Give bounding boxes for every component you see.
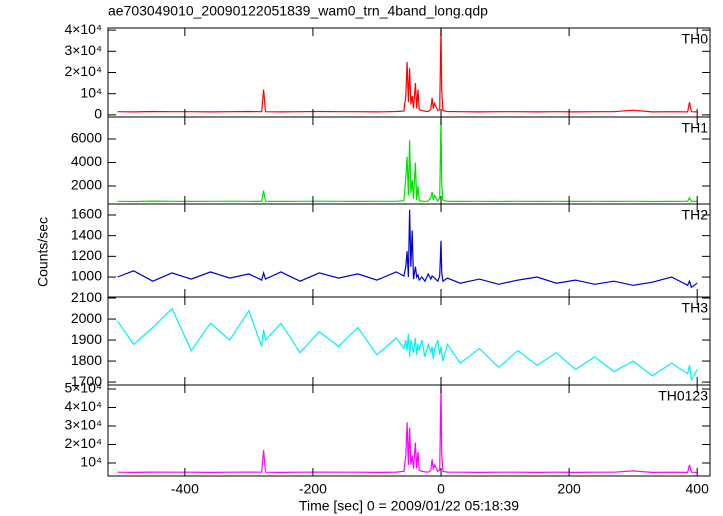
x-axis-label: Time [sec] 0 = 2009/01/22 05:18:39 xyxy=(299,498,519,514)
panel-label: TH3 xyxy=(682,300,709,316)
y-tick-label: 1600 xyxy=(71,206,102,222)
y-tick-label: 4×10⁴ xyxy=(64,21,102,37)
panel-label: TH2 xyxy=(682,207,709,223)
series-line xyxy=(117,117,698,203)
panel-label: TH0 xyxy=(682,31,709,47)
x-tick-label: 0 xyxy=(437,481,445,497)
y-tick-label: 1800 xyxy=(71,352,102,368)
y-tick-label: 1000 xyxy=(71,268,102,284)
y-axis-label: Counts/sec xyxy=(35,217,51,287)
y-tick-label: 2×10⁴ xyxy=(64,63,102,79)
y-tick-label: 2×10⁴ xyxy=(64,435,102,451)
y-tick-label: 1700 xyxy=(71,373,102,389)
y-tick-label: 3×10⁴ xyxy=(64,42,102,58)
y-tick-label: 3×10⁴ xyxy=(64,417,102,433)
y-tick-label: 6000 xyxy=(71,130,102,146)
y-tick-label: 0 xyxy=(94,106,102,122)
x-tick-label: 400 xyxy=(686,481,710,497)
y-tick-label: 1200 xyxy=(71,247,102,263)
y-tick-label: 1400 xyxy=(71,226,102,242)
series-line xyxy=(117,28,698,113)
y-tick-label: 2100 xyxy=(71,289,102,305)
y-tick-label: 2000 xyxy=(71,310,102,326)
x-tick-label: -200 xyxy=(299,481,327,497)
y-tick-label: 1900 xyxy=(71,331,102,347)
series-line xyxy=(117,209,698,289)
panel-label: TH0123 xyxy=(658,388,708,404)
series-line xyxy=(117,387,698,474)
y-tick-label: 10⁴ xyxy=(80,84,102,100)
y-tick-label: 10⁴ xyxy=(80,454,102,470)
x-tick-label: -400 xyxy=(171,481,199,497)
y-tick-label: 2000 xyxy=(71,177,102,193)
y-tick-label: 5×10⁴ xyxy=(64,380,102,396)
panel-label: TH1 xyxy=(682,120,709,136)
y-tick-label: 4000 xyxy=(71,153,102,169)
x-tick-label: 200 xyxy=(557,481,581,497)
panel-frame xyxy=(107,384,711,477)
series-line xyxy=(117,307,698,382)
chart-title: ae703049010_20090122051839_wam0_trn_4ban… xyxy=(108,3,488,19)
y-tick-label: 4×10⁴ xyxy=(64,398,102,414)
